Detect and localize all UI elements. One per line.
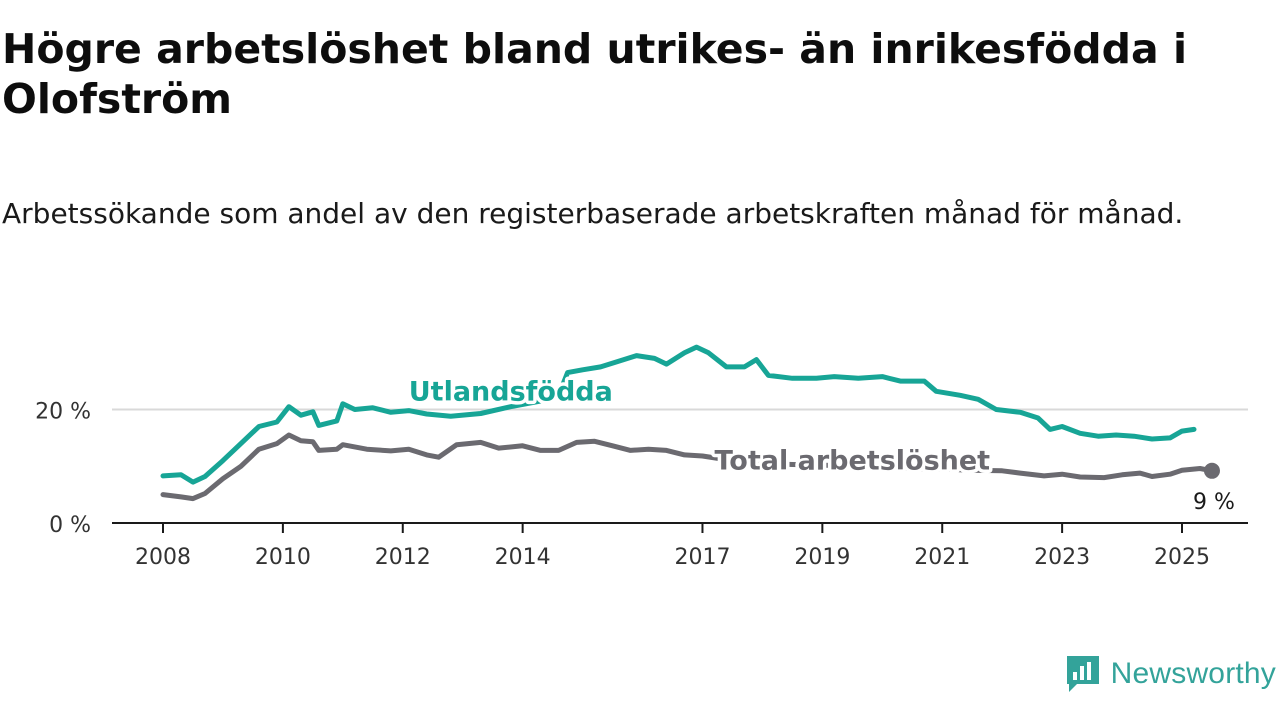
newsworthy-logo-icon (1066, 656, 1099, 692)
x-axis: 2008 2010 2012 2014 2017 2019 2021 2023 2025 (112, 522, 1248, 570)
series-line (160, 344, 1197, 485)
brand: Newsworthy (1065, 652, 1276, 696)
chart-title: Högre arbetslöshet bland utrikes- än inr… (2, 25, 1187, 123)
line-chart: 0 % 20 % Utlandsfödda Total arbetslöshet 9 … (35, 344, 1248, 570)
brand-name: Newsworthy (1110, 657, 1276, 690)
x-tick-label: 2017 (674, 545, 730, 570)
x-tick-label: 2021 (914, 545, 970, 570)
series-line (160, 432, 1215, 502)
x-tick-label: 2014 (495, 545, 551, 570)
x-tick-label: 2019 (794, 545, 850, 570)
end-value-label: 9 % (1193, 490, 1235, 515)
y-axis: 0 % 20 % (35, 400, 91, 539)
x-tick-label: 2025 (1154, 545, 1210, 570)
x-tick-label: 2012 (375, 545, 431, 570)
y-tick-label: 20 % (35, 400, 91, 425)
series-labels: Utlandsfödda Total arbetslöshet 9 % (405, 373, 1235, 515)
series-label: Total arbetslöshet (714, 446, 990, 477)
end-point (1203, 462, 1220, 479)
y-tick-label: 0 % (49, 513, 91, 538)
series-lines (160, 344, 1220, 502)
x-tick-label: 2008 (135, 545, 191, 570)
x-tick-label: 2010 (255, 545, 311, 570)
x-tick-label: 2023 (1034, 545, 1090, 570)
series-label: Utlandsfödda (409, 376, 613, 407)
chart-subtitle: Arbetssökande som andel av den registerb… (2, 197, 1184, 230)
